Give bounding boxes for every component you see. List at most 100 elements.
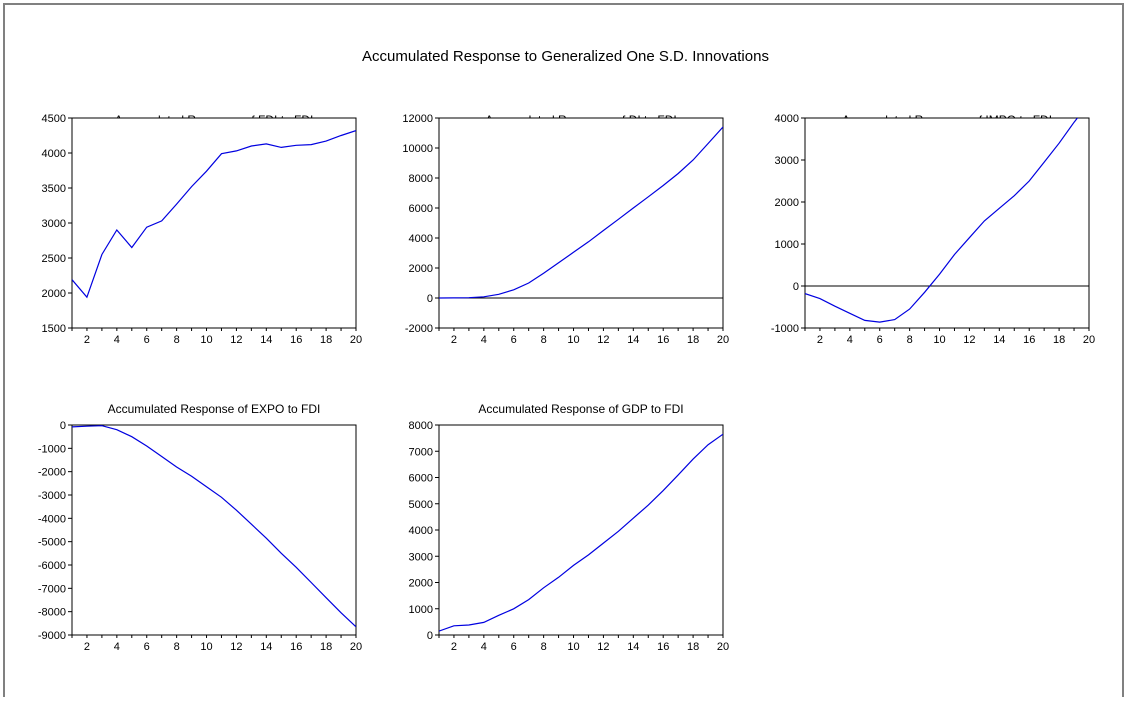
x-tick-label: 10 [567,334,579,346]
y-tick-label: 1500 [42,323,66,335]
plot-area [438,424,724,636]
y-tick-label: 6000 [409,203,433,215]
y-tick-label: 6000 [409,473,433,485]
y-tick-label: -3000 [38,490,66,502]
x-tick-label: 2 [817,334,823,346]
x-tick-label: 12 [963,334,975,346]
x-tick-label: 2 [84,641,90,653]
panel-title-gdp: Accumulated Response of GDP to FDI [478,402,684,416]
y-tick-label: 3000 [42,218,66,230]
x-tick-label: 20 [350,641,362,653]
figure-frame [3,3,1124,697]
x-tick-label: 4 [481,334,487,346]
x-tick-label: 4 [114,334,120,346]
chart-fdi: 1500 2000 2500 3000 3500 4000 4500 2 4 6 8 10 12 14 16… [42,113,363,346]
y-tick-label: 12000 [402,113,433,125]
x-tick-label: 18 [320,334,332,346]
y-tick-label: 1000 [409,604,433,616]
y-tick-label: -8000 [38,607,66,619]
x-tick-label: 18 [1053,334,1065,346]
x-tick-label: 4 [847,334,853,346]
y-tick-label: 3000 [409,551,433,563]
y-tick-label: -2000 [38,467,66,479]
y-tick-label: 2000 [42,288,66,300]
y-tick-label: 0 [427,630,433,642]
x-tick-label: 6 [877,334,883,346]
y-tick-label: 5000 [409,499,433,511]
x-tick-label: 2 [451,641,457,653]
y-tick-label: 8000 [409,173,433,185]
y-tick-label: -7000 [38,583,66,595]
x-tick-label: 18 [687,641,699,653]
y-tick-label: 4000 [409,525,433,537]
series-line [805,118,1079,323]
plot-area [71,117,357,329]
chart-expo: -9000 -8000 -7000 -6000 -5000 -4000 -3000 -2000… [38,420,362,653]
x-tick-label: 14 [260,334,272,346]
x-tick-label: 20 [717,641,729,653]
y-tick-label: 7000 [409,446,433,458]
x-tick-label: 10 [567,641,579,653]
x-tick-label: 16 [290,641,302,653]
x-tick-label: 10 [200,641,212,653]
x-tick-label: 14 [627,641,639,653]
y-tick-label: 2500 [42,253,66,265]
y-tick-label: 2000 [409,263,433,275]
x-tick-label: 16 [290,334,302,346]
x-tick-label: 4 [114,641,120,653]
x-tick-label: 20 [350,334,362,346]
y-tick-label: -5000 [38,537,66,549]
y-tick-label: 0 [60,420,66,432]
x-tick-label: 8 [174,334,180,346]
x-tick-label: 6 [144,334,150,346]
x-tick-label: 8 [907,334,913,346]
x-tick-label: 12 [597,641,609,653]
y-tick-label: 3500 [42,183,66,195]
series-line [72,425,356,628]
y-tick-label: 10000 [402,143,433,155]
y-tick-label: -1000 [38,443,66,455]
panel-title-expo: Accumulated Response of EXPO to FDI [107,402,321,416]
y-tick-label: 1000 [775,239,799,251]
series-line [439,433,723,632]
y-tick-label: 4000 [42,148,66,160]
y-tick-label: 2000 [775,197,799,209]
x-tick-label: 18 [687,334,699,346]
x-tick-label: 10 [200,334,212,346]
x-tick-label: 16 [657,334,669,346]
x-tick-label: 14 [260,641,272,653]
x-tick-label: 16 [657,641,669,653]
figure-title: Accumulated Response to Generalized One … [362,48,769,65]
x-tick-label: 12 [230,641,242,653]
x-tick-label: 2 [451,334,457,346]
x-tick-label: 8 [541,641,547,653]
x-tick-label: 14 [993,334,1005,346]
x-tick-label: 8 [174,641,180,653]
y-tick-label: -4000 [38,513,66,525]
x-tick-label: 12 [230,334,242,346]
y-tick-label: 3000 [775,155,799,167]
series-line [72,130,356,299]
plot-area [71,424,357,636]
series-line [439,126,723,299]
plot-area [438,117,724,329]
y-tick-label: 8000 [409,420,433,432]
x-tick-label: 6 [511,334,517,346]
y-tick-label: -1000 [771,323,799,335]
x-tick-label: 6 [511,641,517,653]
y-tick-label: 2000 [409,578,433,590]
x-tick-label: 6 [144,641,150,653]
chart-impo: -1000 0 1000 2000 3000 4000 2 4 6 8 10 12 14 16 18 20 [771,113,1095,346]
plot-area [804,117,1090,329]
x-tick-label: 8 [541,334,547,346]
chart-gdp: 0 1000 2000 3000 4000 5000 6000 7000 8000 2 4 6 8 10 1… [409,420,730,653]
y-tick-label: -2000 [405,323,433,335]
y-tick-label: -6000 [38,560,66,572]
x-tick-label: 4 [481,641,487,653]
x-tick-label: 16 [1023,334,1035,346]
x-tick-label: 20 [1083,334,1095,346]
y-tick-label: 4000 [775,113,799,125]
x-tick-label: 10 [933,334,945,346]
y-tick-label: 0 [793,281,799,293]
